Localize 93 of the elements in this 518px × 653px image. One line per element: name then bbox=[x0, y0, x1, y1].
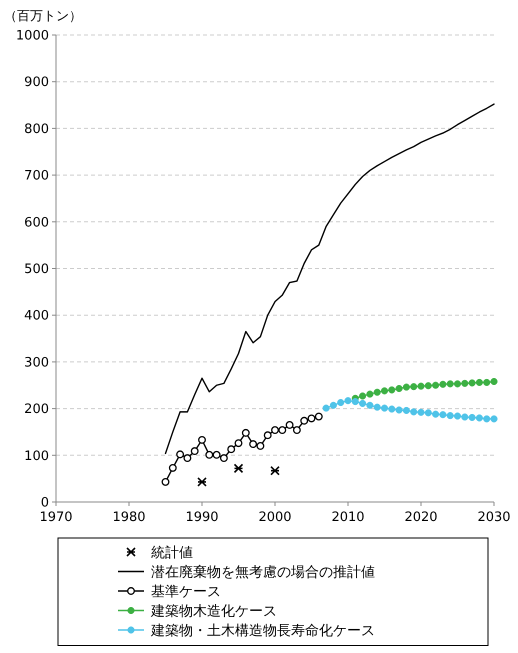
point bbox=[424, 409, 432, 416]
point bbox=[483, 378, 490, 386]
y-tick-label: 0 bbox=[40, 496, 49, 510]
point bbox=[424, 382, 432, 390]
point bbox=[396, 384, 403, 392]
legend-label: 建築物木造化ケース bbox=[150, 604, 277, 620]
point bbox=[410, 408, 418, 416]
point bbox=[234, 439, 242, 448]
point bbox=[374, 388, 381, 396]
y-axis-title: （百万トン） bbox=[4, 9, 82, 24]
point bbox=[439, 380, 446, 388]
legend-label: 基準ケース bbox=[151, 584, 221, 600]
point bbox=[352, 398, 359, 406]
y-tick-label: 400 bbox=[24, 308, 49, 324]
point bbox=[264, 431, 272, 440]
x-tick-label: 2010 bbox=[331, 510, 365, 525]
point bbox=[366, 402, 374, 409]
y-tick-label: 300 bbox=[24, 355, 49, 370]
point bbox=[446, 380, 454, 388]
point bbox=[278, 426, 286, 434]
point bbox=[417, 408, 425, 416]
point bbox=[380, 387, 388, 394]
y-tick-label: 900 bbox=[24, 75, 49, 90]
point bbox=[432, 410, 440, 418]
y-tick-label: 700 bbox=[24, 168, 49, 184]
line-series bbox=[164, 103, 495, 454]
point bbox=[402, 406, 410, 414]
point bbox=[220, 454, 228, 462]
y-tick-label: 500 bbox=[24, 262, 49, 277]
point bbox=[308, 414, 316, 422]
point bbox=[359, 392, 366, 400]
point bbox=[461, 380, 468, 387]
x-tick-label: 1980 bbox=[112, 510, 146, 525]
point bbox=[205, 450, 214, 459]
legend-label: 潜在廃棄物を無考慮の場合の推計値 bbox=[151, 564, 375, 580]
point bbox=[410, 383, 418, 390]
point bbox=[468, 379, 476, 386]
point bbox=[446, 412, 454, 420]
point bbox=[292, 426, 301, 434]
point bbox=[476, 414, 483, 422]
point bbox=[490, 415, 498, 422]
point bbox=[227, 445, 236, 454]
point bbox=[168, 464, 177, 472]
point bbox=[461, 413, 468, 421]
y-tick-label: 1000 bbox=[16, 28, 49, 44]
point bbox=[286, 420, 294, 429]
x-tick-label: 2020 bbox=[404, 510, 438, 525]
point bbox=[432, 382, 440, 389]
point bbox=[359, 400, 366, 408]
point bbox=[162, 478, 170, 486]
point bbox=[322, 404, 330, 412]
point bbox=[344, 397, 352, 404]
legend-label: 建築物・土木構造物長寿命化ケース bbox=[150, 623, 375, 639]
legend-label: 統計値 bbox=[151, 545, 193, 561]
point bbox=[300, 416, 308, 425]
point bbox=[198, 436, 206, 444]
point bbox=[483, 415, 490, 422]
point bbox=[249, 440, 258, 448]
point bbox=[402, 384, 410, 391]
point bbox=[212, 450, 221, 459]
point bbox=[380, 404, 388, 412]
point bbox=[256, 442, 264, 450]
y-tick-label: 800 bbox=[24, 122, 49, 137]
point bbox=[439, 411, 446, 418]
point bbox=[183, 454, 192, 462]
point bbox=[388, 386, 396, 394]
point bbox=[454, 412, 462, 420]
point bbox=[468, 414, 476, 422]
point bbox=[490, 378, 498, 386]
point bbox=[366, 390, 374, 398]
point bbox=[388, 406, 396, 413]
point bbox=[454, 380, 462, 388]
x-tick-label: 1990 bbox=[185, 510, 219, 525]
y-tick-label: 600 bbox=[24, 215, 49, 230]
point bbox=[330, 402, 337, 409]
point bbox=[270, 466, 280, 476]
y-tick-label: 200 bbox=[24, 402, 49, 418]
point bbox=[396, 406, 403, 414]
point bbox=[374, 404, 381, 411]
point bbox=[242, 428, 250, 437]
point bbox=[314, 412, 323, 420]
point bbox=[234, 464, 244, 474]
point bbox=[337, 398, 344, 406]
point bbox=[197, 477, 207, 487]
point bbox=[271, 426, 279, 434]
point bbox=[417, 382, 425, 390]
point bbox=[176, 450, 184, 458]
x-tick-label: 2030 bbox=[477, 510, 511, 525]
x-tick-label: 1970 bbox=[39, 510, 73, 525]
point bbox=[190, 447, 199, 456]
x-tick-label: 2000 bbox=[258, 510, 292, 525]
point bbox=[476, 378, 483, 386]
y-tick-label: 100 bbox=[24, 448, 49, 464]
